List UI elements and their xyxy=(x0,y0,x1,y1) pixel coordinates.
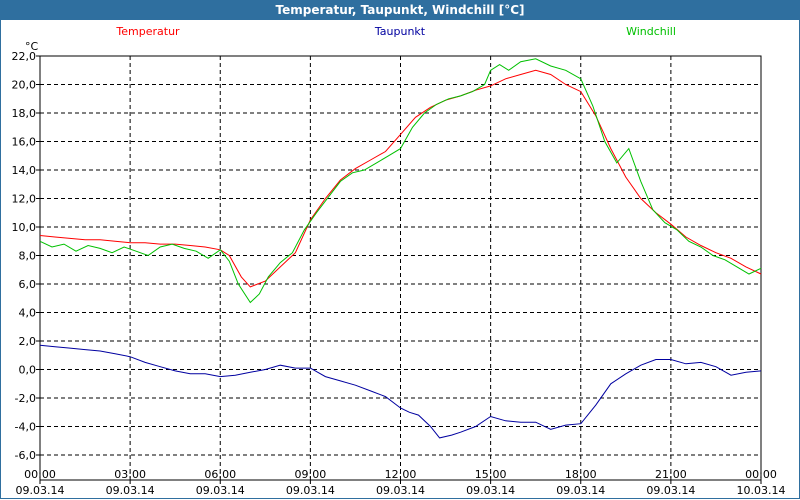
x-tick-date: 09.03.14 xyxy=(466,484,515,497)
legend: Temperatur Taupunkt Windchill xyxy=(115,25,676,38)
x-tick-date: 09.03.14 xyxy=(556,484,605,497)
series-lines xyxy=(39,58,762,439)
x-tick-time: 06:00 xyxy=(204,468,236,481)
y-tick-label: 22,0 xyxy=(12,50,37,63)
x-tick-time: 00:00 xyxy=(24,468,56,481)
chart: 22,0 20,0 18,0 16,0 14,0 12,0 10,0 8,0 6,0 4,0 2,0… xyxy=(12,25,786,497)
y-tick-label: 2,0 xyxy=(19,335,37,348)
y-tick-label: 14,0 xyxy=(12,164,37,177)
x-tick-time: 21:00 xyxy=(655,468,687,481)
y-tick-label: -4,0 xyxy=(15,421,36,434)
grid xyxy=(40,56,761,480)
y-tick-label: 0,0 xyxy=(19,364,37,377)
x-tick-time: 00:00 xyxy=(745,468,777,481)
legend-taupunkt: Taupunkt xyxy=(374,25,426,38)
x-tick-date: 09.03.14 xyxy=(646,484,695,497)
series-line-temperatur xyxy=(39,69,762,288)
x-tick-time: 18:00 xyxy=(565,468,597,481)
x-axis: 00:00 09.03.14 03:00 09.03.14 06:00 09.03.14 0… xyxy=(16,468,786,497)
y-tick-label: -2,0 xyxy=(15,392,36,405)
y-tick-label: 8,0 xyxy=(19,250,37,263)
legend-windchill: Windchill xyxy=(626,25,676,38)
x-tick-time: 12:00 xyxy=(385,468,417,481)
y-tick-label: 18,0 xyxy=(12,107,37,120)
y-tick-label: 4,0 xyxy=(19,307,37,320)
series-line-taupunkt xyxy=(39,344,762,439)
x-tick-time: 03:00 xyxy=(114,468,146,481)
y-tick-label: 16,0 xyxy=(12,136,37,149)
y-tick-label: 12,0 xyxy=(12,193,37,206)
legend-temperatur: Temperatur xyxy=(115,25,180,38)
y-tick-label: 10,0 xyxy=(12,221,37,234)
y-tick-label: 20,0 xyxy=(12,79,37,92)
x-tick-date: 09.03.14 xyxy=(196,484,245,497)
x-tick-date: 10.03.14 xyxy=(737,484,786,497)
y-tick-label: -6,0 xyxy=(15,449,36,462)
x-tick-date: 09.03.14 xyxy=(106,484,155,497)
y-tick-label: 6,0 xyxy=(19,278,37,291)
x-tick-date: 09.03.14 xyxy=(16,484,65,497)
x-tick-date: 09.03.14 xyxy=(376,484,425,497)
series-line-windchill xyxy=(39,58,762,304)
window-title: Temperatur, Taupunkt, Windchill [°C] xyxy=(0,0,800,20)
y-axis: 22,0 20,0 18,0 16,0 14,0 12,0 10,0 8,0 6,0 4,0 2,0… xyxy=(12,40,40,462)
x-tick-time: 09:00 xyxy=(295,468,327,481)
y-axis-label: °C xyxy=(25,40,39,53)
x-tick-time: 15:00 xyxy=(475,468,507,481)
x-tick-date: 09.03.14 xyxy=(286,484,335,497)
